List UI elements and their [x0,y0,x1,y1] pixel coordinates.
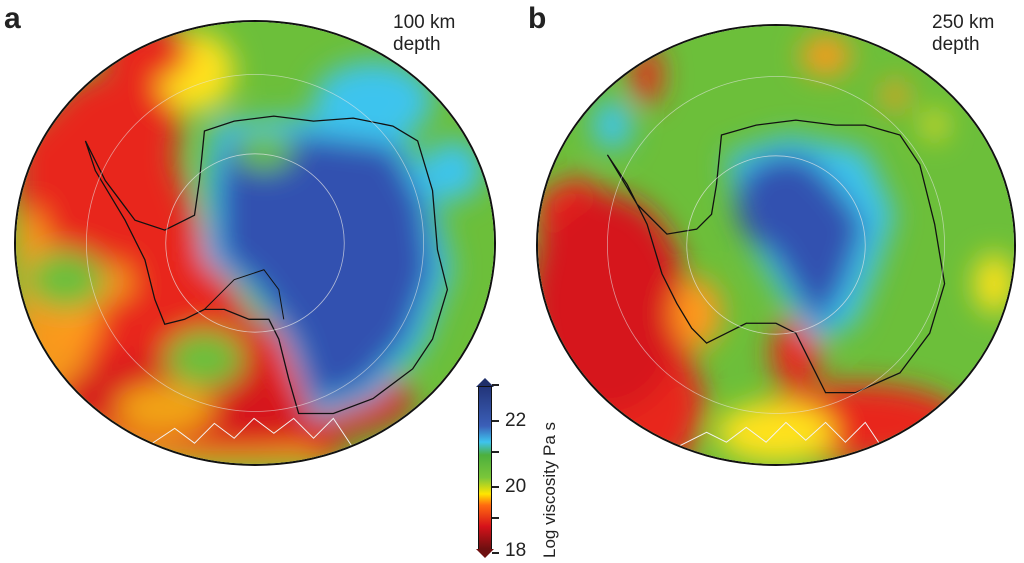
panel-b-label: b [528,2,547,35]
colorbar-tick-18 [492,552,499,554]
panel-a-depth-label: 100 km depth [393,12,456,55]
colorbar-title: Log viscosity Pa s [540,421,559,558]
colorbar-tick-20 [492,486,499,488]
map-b-field [538,26,1014,464]
colorbar [478,386,492,550]
colorbar-label-18: 18 [505,540,527,561]
panel-b-depth-label: 250 km depth [932,12,995,55]
viscosity-map-250km [536,24,1016,466]
colorbar-label-20: 20 [505,476,527,497]
colorbar-max-arrow [476,378,494,387]
colorbar-min-arrow [476,549,494,558]
colorbar-tick-23 [492,384,499,386]
colorbar-tick-19 [492,517,499,519]
map-a-field [16,22,494,464]
viscosity-map-100km [14,20,496,466]
colorbar-tick-22 [492,420,499,422]
colorbar-tick-21 [492,451,499,453]
colorbar-label-22: 22 [505,410,527,431]
